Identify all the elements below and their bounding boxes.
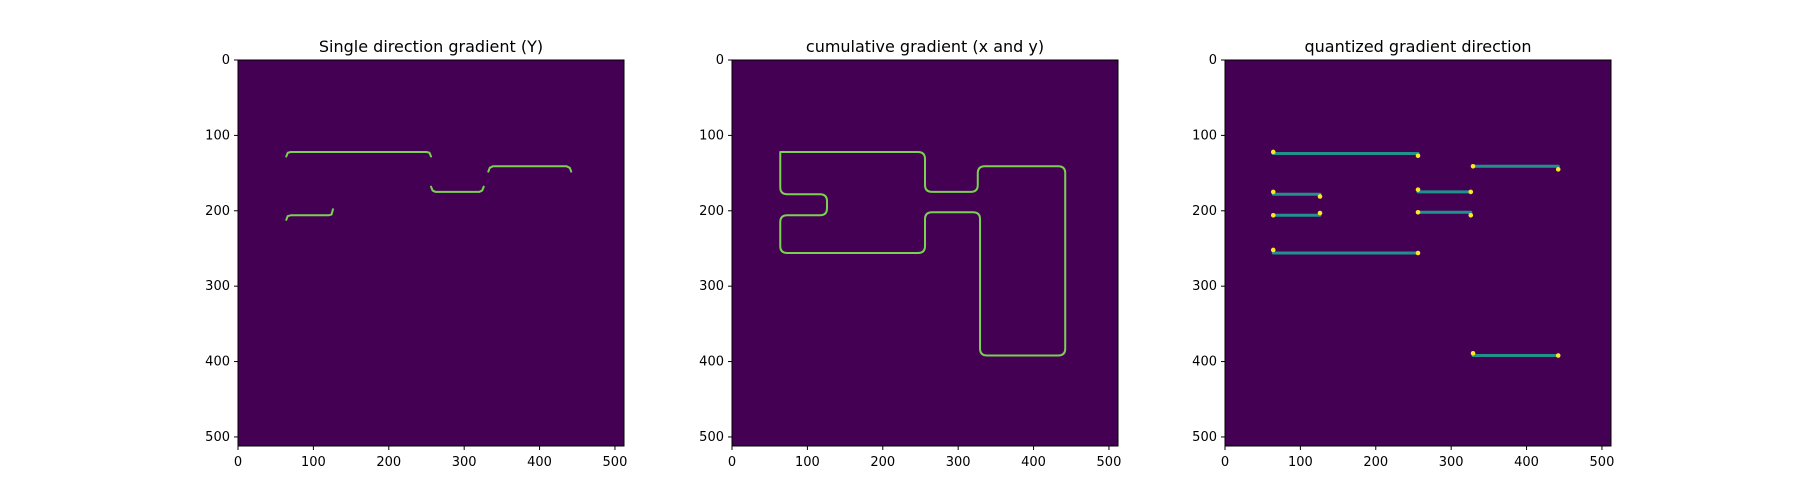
peak-point-10 — [1468, 189, 1474, 195]
y-tick-label-4: 300 — [699, 279, 724, 294]
peak-point-4 — [1317, 194, 1323, 199]
x-tick-label-3: 200 — [1363, 455, 1388, 470]
y-tick-label-6: 500 — [699, 430, 724, 445]
peak-point-11 — [1415, 209, 1421, 215]
chart-title-3: quantized gradient direction — [1304, 37, 1531, 56]
peak-point-5 — [1270, 213, 1276, 218]
y-tick-label-1: 0 — [716, 53, 724, 68]
y-tick-label-5: 400 — [699, 355, 724, 370]
peak-point-15 — [1470, 350, 1476, 356]
peak-point-8 — [1415, 250, 1421, 256]
gradient-edge-1 — [285, 150, 432, 158]
gradient-edge-3 — [430, 185, 485, 193]
peak-point-9 — [1415, 187, 1421, 192]
gradient-edge-4 — [487, 165, 573, 173]
peak-point-16 — [1555, 353, 1561, 358]
y-tick-label-2: 100 — [1192, 128, 1217, 143]
x-tick-label-2: 100 — [795, 455, 820, 470]
chart-title-1: Single direction gradient (Y) — [319, 37, 543, 56]
image-marks — [1270, 149, 1561, 358]
y-tick-label-3: 200 — [1192, 204, 1217, 219]
y-tick-label-3: 200 — [205, 204, 230, 219]
gradient-edge-1 — [779, 150, 1067, 357]
x-tick-label-6: 500 — [1590, 455, 1615, 470]
x-tick-label-1: 0 — [728, 455, 736, 470]
y-tick-label-2: 100 — [699, 128, 724, 143]
gradient-edge-2 — [285, 208, 334, 221]
x-tick-label-6: 500 — [1097, 455, 1122, 470]
y-tick-label-1: 0 — [1209, 53, 1217, 68]
x-tick-label-1: 0 — [1221, 455, 1229, 470]
x-tick-label-2: 100 — [1288, 455, 1313, 470]
axes-frame — [1224, 59, 1612, 447]
peak-point-1 — [1270, 149, 1276, 155]
x-tick-label-5: 400 — [1021, 455, 1046, 470]
y-tick-label-1: 0 — [222, 53, 230, 68]
x-tick-label-4: 300 — [1439, 455, 1464, 470]
peak-point-14 — [1555, 167, 1561, 172]
image-background — [238, 60, 624, 446]
x-tick-label-6: 500 — [603, 455, 628, 470]
peak-point-2 — [1415, 153, 1421, 159]
y-tick-label-6: 500 — [1192, 430, 1217, 445]
subplot-2: cumulative gradient (x and y) 0 100 200 300 4… — [699, 37, 1121, 470]
subplot-1: Single direction gradient (Y) 0 100 200 300 4… — [205, 37, 627, 470]
x-tick-label-3: 200 — [870, 455, 895, 470]
axes-frame — [237, 59, 625, 447]
x-tick-label-1: 0 — [234, 455, 242, 470]
peak-point-6 — [1317, 210, 1323, 216]
y-tick-label-5: 400 — [205, 355, 230, 370]
peak-point-3 — [1270, 189, 1276, 195]
y-tick-label-6: 500 — [205, 430, 230, 445]
chart-title-2: cumulative gradient (x and y) — [806, 37, 1044, 56]
axes-frame — [731, 59, 1119, 447]
image-marks — [779, 150, 1067, 357]
x-tick-label-4: 300 — [452, 455, 477, 470]
x-tick-label-5: 400 — [527, 455, 552, 470]
x-tick-label-3: 200 — [376, 455, 401, 470]
y-tick-label-4: 300 — [1192, 279, 1217, 294]
y-tick-label-3: 200 — [699, 204, 724, 219]
image-marks — [285, 150, 573, 221]
peak-point-7 — [1270, 247, 1276, 253]
x-tick-label-5: 400 — [1514, 455, 1539, 470]
y-tick-label-5: 400 — [1192, 355, 1217, 370]
y-tick-label-4: 300 — [205, 279, 230, 294]
y-tick-label-2: 100 — [205, 128, 230, 143]
peak-point-12 — [1468, 213, 1474, 218]
x-tick-label-4: 300 — [946, 455, 971, 470]
x-tick-label-2: 100 — [301, 455, 326, 470]
subplot-3: quantized gradient direction 0 100 200 300 40… — [1192, 37, 1614, 470]
peak-point-13 — [1470, 164, 1476, 169]
